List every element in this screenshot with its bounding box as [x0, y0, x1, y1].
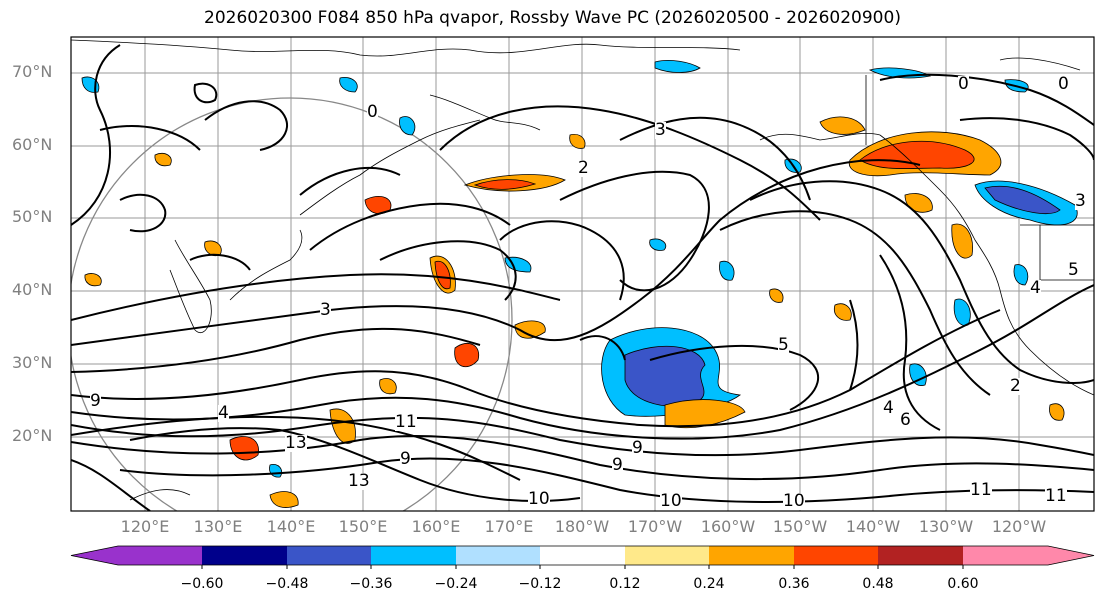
longitude-label: 160°W [700, 517, 756, 536]
positive-anomaly-patches [84, 116, 1065, 508]
longitude-label: 120°W [991, 517, 1047, 536]
colorbar-tick-label: 0.36 [778, 576, 810, 592]
colorbar-tick-label: −0.48 [265, 576, 309, 592]
longitude-label: 130°E [193, 517, 243, 536]
latitude-label: 70°N [12, 62, 53, 81]
longitude-label: 120°E [120, 517, 170, 536]
contour-lines [71, 44, 1094, 511]
map-title: 2026020300 F084 850 hPa qvapor, Rossby W… [204, 8, 901, 28]
colorbar-segment [371, 546, 456, 565]
colorbar-segment [118, 546, 202, 565]
colorbar-segment [540, 546, 625, 565]
latitude-label: 30°N [12, 353, 53, 372]
colorbar-segment [287, 546, 371, 565]
longitude-label: 140°E [266, 517, 316, 536]
longitude-label: 160°E [411, 517, 461, 536]
colorbar-tick-label: 0.48 [862, 576, 894, 592]
longitude-label: 170°E [484, 517, 534, 536]
latitude-label: 20°N [12, 426, 53, 445]
colorbar-outline [70, 545, 1095, 566]
colorbar-extend-high [1048, 546, 1094, 565]
latitude-label: 40°N [12, 280, 53, 299]
colorbar [70, 545, 1095, 569]
longitude-label: 140°W [845, 517, 901, 536]
colorbar-tick-label: 0.24 [693, 576, 725, 592]
colorbar-tick-label: 0.60 [947, 576, 979, 592]
longitude-label: 150°W [772, 517, 828, 536]
colorbar-segment [794, 546, 878, 565]
colorbar-segment [625, 546, 709, 565]
longitude-label: 180°W [554, 517, 610, 536]
colorbar-tick-label: −0.36 [349, 576, 393, 592]
colorbar-tick-label: −0.12 [518, 576, 562, 592]
negative-anomaly-patches [81, 60, 1078, 478]
colorbar-segment [963, 546, 1048, 565]
colorbar-tick-label: −0.60 [180, 576, 224, 592]
latitude-label: 50°N [12, 207, 53, 226]
coastlines [71, 39, 1094, 501]
map-frame [70, 36, 1095, 512]
colorbar-segment [456, 546, 540, 565]
longitude-label: 130°W [918, 517, 974, 536]
colorbar-extend-low [71, 546, 118, 565]
reference-circle [71, 97, 513, 511]
longitude-label: 150°E [338, 517, 388, 536]
colorbar-segment [709, 546, 794, 565]
colorbar-tick-label: 0.12 [609, 576, 641, 592]
colorbar-segment [202, 546, 287, 565]
longitude-label: 170°W [627, 517, 683, 536]
colorbar-tick-label: −0.24 [434, 576, 478, 592]
latitude-label: 60°N [12, 135, 53, 154]
colorbar-segment [878, 546, 963, 565]
